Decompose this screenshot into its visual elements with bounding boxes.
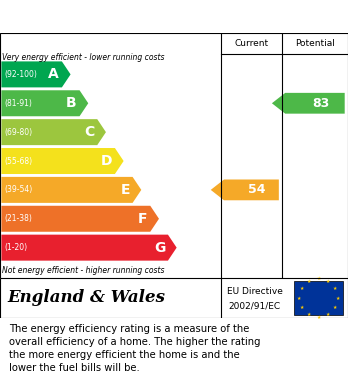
Polygon shape <box>1 177 141 203</box>
Text: ★: ★ <box>335 296 340 301</box>
Text: (92-100): (92-100) <box>4 70 37 79</box>
Text: EU Directive: EU Directive <box>227 287 283 296</box>
Text: ★: ★ <box>300 305 304 310</box>
Text: (69-80): (69-80) <box>4 127 32 136</box>
Polygon shape <box>1 90 88 116</box>
Text: Current: Current <box>234 39 269 48</box>
Text: 83: 83 <box>312 97 330 110</box>
Bar <box>294 281 343 315</box>
Polygon shape <box>272 93 345 114</box>
Text: Energy Efficiency Rating: Energy Efficiency Rating <box>7 9 217 24</box>
Text: 2002/91/EC: 2002/91/EC <box>229 301 281 310</box>
Text: ★: ★ <box>307 312 311 317</box>
Text: ★: ★ <box>333 286 337 291</box>
Text: (81-91): (81-91) <box>4 99 32 108</box>
Text: (21-38): (21-38) <box>4 214 32 223</box>
Text: E: E <box>120 183 130 197</box>
Text: G: G <box>154 240 165 255</box>
Text: ★: ★ <box>300 286 304 291</box>
Text: F: F <box>138 212 148 226</box>
Text: ★: ★ <box>326 279 330 284</box>
Text: ★: ★ <box>297 296 301 301</box>
Text: ★: ★ <box>326 312 330 317</box>
Polygon shape <box>1 235 177 261</box>
Text: B: B <box>66 96 77 110</box>
Polygon shape <box>211 179 279 200</box>
Text: 54: 54 <box>248 183 266 196</box>
Text: The energy efficiency rating is a measure of the
overall efficiency of a home. T: The energy efficiency rating is a measur… <box>9 324 260 373</box>
Polygon shape <box>1 61 71 87</box>
Text: Very energy efficient - lower running costs: Very energy efficient - lower running co… <box>2 53 164 62</box>
Text: D: D <box>101 154 112 168</box>
Text: ★: ★ <box>307 279 311 284</box>
Text: ★: ★ <box>316 315 321 319</box>
Polygon shape <box>1 148 124 174</box>
Text: A: A <box>48 67 59 81</box>
Text: Potential: Potential <box>295 39 335 48</box>
Text: England & Wales: England & Wales <box>7 289 165 307</box>
Polygon shape <box>1 206 159 232</box>
Text: ★: ★ <box>333 305 337 310</box>
Text: C: C <box>84 125 94 139</box>
Text: (39-54): (39-54) <box>4 185 32 194</box>
Text: (1-20): (1-20) <box>4 243 27 252</box>
Polygon shape <box>1 119 106 145</box>
Text: (55-68): (55-68) <box>4 156 32 165</box>
Text: Not energy efficient - higher running costs: Not energy efficient - higher running co… <box>2 266 164 275</box>
Text: ★: ★ <box>316 276 321 282</box>
